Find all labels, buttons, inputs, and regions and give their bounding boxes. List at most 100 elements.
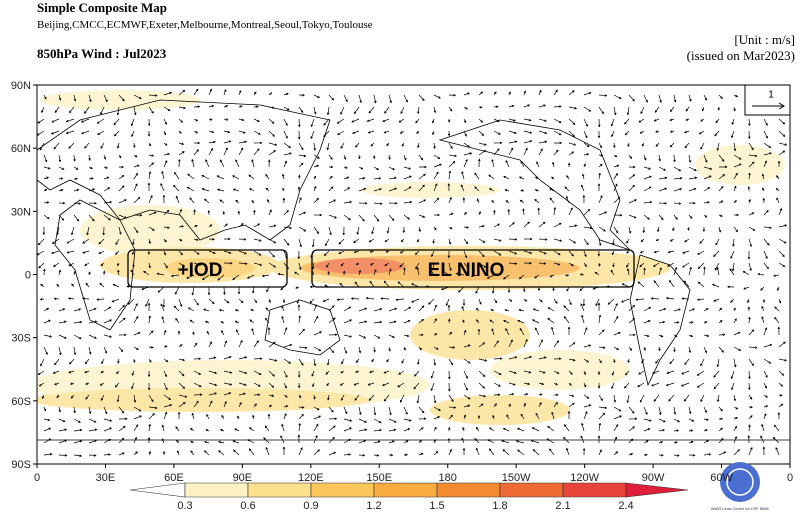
vector <box>763 262 769 270</box>
vector <box>88 439 98 444</box>
vector <box>343 94 348 103</box>
vector <box>373 440 381 444</box>
vector <box>774 316 780 324</box>
vector <box>760 435 765 444</box>
vector <box>474 172 480 180</box>
vector <box>325 370 330 375</box>
vector <box>208 88 212 96</box>
vector <box>488 188 495 192</box>
vector <box>493 393 501 397</box>
vector <box>56 283 60 288</box>
vector <box>253 340 259 348</box>
vector <box>178 394 188 398</box>
vector <box>729 268 735 276</box>
vector <box>748 262 752 272</box>
vector <box>763 413 767 420</box>
vector <box>388 214 395 222</box>
vector <box>522 208 525 216</box>
vector <box>553 238 563 242</box>
vector <box>566 175 570 180</box>
vector <box>238 392 246 396</box>
vector <box>247 439 255 444</box>
vector <box>463 92 470 96</box>
vector <box>613 172 618 180</box>
vector <box>277 272 285 276</box>
vector <box>684 142 690 149</box>
vector <box>232 175 240 180</box>
vector <box>703 439 710 444</box>
vector <box>774 424 780 432</box>
vector <box>628 426 635 432</box>
vector <box>187 307 195 312</box>
vector <box>688 214 693 219</box>
vector <box>583 382 587 388</box>
vector <box>178 382 186 389</box>
vector <box>688 334 694 338</box>
vector <box>343 438 352 444</box>
colorbar-segment <box>310 482 375 498</box>
vector <box>433 346 439 350</box>
vector <box>234 309 240 312</box>
vector <box>192 331 195 336</box>
vector <box>118 199 127 204</box>
vector <box>358 201 368 205</box>
vector <box>703 154 708 163</box>
vector <box>643 418 652 422</box>
vector <box>477 158 481 168</box>
vector <box>163 130 167 136</box>
vector <box>189 319 195 324</box>
vector <box>568 207 573 216</box>
vector <box>733 346 742 351</box>
vector <box>778 150 786 156</box>
vector <box>441 270 450 276</box>
vector <box>190 450 195 456</box>
vector <box>268 394 275 397</box>
colorbar-label: 1.8 <box>492 500 507 512</box>
vector <box>388 453 394 457</box>
vector <box>101 358 105 365</box>
colorbar-label: 1.2 <box>366 500 381 512</box>
vector <box>58 320 67 324</box>
vector <box>463 394 471 400</box>
vector <box>328 417 338 420</box>
vector <box>100 394 105 401</box>
vector <box>598 422 602 432</box>
vector <box>433 416 441 420</box>
vector <box>178 208 182 216</box>
vector <box>384 106 390 114</box>
vector <box>760 286 765 291</box>
vector <box>508 250 518 255</box>
vector <box>673 266 678 276</box>
vector <box>731 262 735 272</box>
vector <box>178 158 181 168</box>
vector <box>187 173 195 180</box>
vector <box>448 448 452 456</box>
vector <box>448 212 454 216</box>
vector <box>595 298 600 307</box>
vector <box>263 437 270 444</box>
vector <box>328 199 337 204</box>
vector <box>73 346 77 356</box>
vector <box>343 166 348 169</box>
vector <box>613 106 617 116</box>
vector <box>238 118 245 122</box>
vector <box>414 250 420 256</box>
vector <box>549 188 555 192</box>
vector <box>538 382 545 386</box>
vector <box>718 214 723 217</box>
vector <box>358 428 368 432</box>
vector <box>627 142 630 148</box>
vector <box>58 177 64 180</box>
vector <box>111 298 120 303</box>
vector <box>373 269 377 276</box>
vector <box>249 319 255 324</box>
vector <box>613 302 618 312</box>
vector <box>747 250 751 260</box>
vector <box>84 358 90 365</box>
lat-label: 30S <box>11 333 31 345</box>
vector <box>732 238 735 247</box>
vector <box>358 454 366 457</box>
vector <box>238 382 247 386</box>
vector <box>81 130 90 135</box>
vector <box>568 151 575 156</box>
